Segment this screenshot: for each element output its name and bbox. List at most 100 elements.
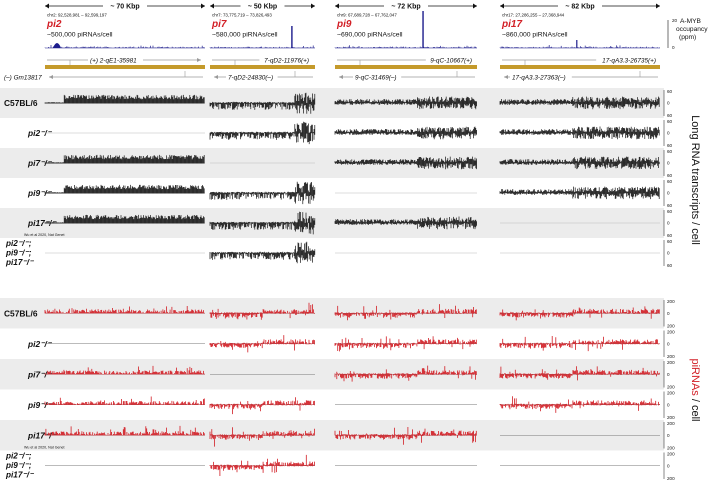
pirna-row: pi7⁻/⁻ (27, 365, 660, 382)
coverage-minus-strand (499, 103, 660, 110)
genotype-label: pi2⁻/⁻ (27, 128, 53, 138)
coverage-plus-strand (334, 156, 477, 163)
chip-peak (53, 43, 61, 48)
row-axis: 60 0 60 (663, 149, 673, 178)
axis-tick-mid: 0 (667, 433, 670, 438)
axis-tick-top: 200 (667, 330, 675, 335)
coverage-minus-strand (44, 223, 205, 224)
gene-label-plus: 9-qC-10667(+) (430, 58, 472, 65)
axis-tick-top: 60 (667, 149, 673, 154)
gene-label-plus: (+) 2-qE1-35981 (90, 58, 137, 65)
coverage-minus-strand (209, 435, 315, 447)
axis-tick-top: 200 (667, 391, 675, 396)
coverage-plus-strand (209, 454, 315, 466)
genotype-label: pi17⁻/⁻ (5, 471, 35, 480)
gene-annotation-pi17: 17-qA3.3-26735(+) 17-qA3.3-27363(–) (500, 55, 660, 82)
locus-name: pi7 (211, 19, 227, 30)
rna-row: pi7⁻/⁻ (27, 154, 660, 170)
gene-label-plus: 17-qA3.3-26735(+) (602, 58, 656, 65)
pirna-row: pi2⁻/⁻;pi9⁻/⁻;pi17⁻/⁻ (5, 452, 660, 480)
locus-coords: chr2: 92,528,981 – 92,599,197 (47, 13, 107, 18)
span-arrow-left-icon (45, 3, 49, 9)
pirna-row: C57BL/6 (4, 302, 660, 321)
row-axis: 60 0 60 (663, 89, 673, 118)
chip-signal (44, 45, 205, 48)
genotype-label: pi9⁻/⁻ (27, 400, 53, 410)
span-arrow-left-icon (500, 3, 504, 9)
gene-bar (500, 65, 660, 69)
row-shading (0, 88, 664, 451)
coverage-minus-strand (334, 343, 477, 352)
citation-note: Wu et al 2020, Nat Genet (24, 233, 65, 237)
locus-pirna-count: ~500,000 piRNAs/cell (47, 32, 113, 39)
coverage-plus-strand (44, 306, 205, 314)
axis-tick-bottom: 60 (667, 113, 673, 118)
axis-tick-top: 200 (667, 452, 675, 457)
amyb-tick-top: 20 (672, 18, 678, 23)
coverage-minus-strand (334, 163, 477, 170)
row-axis: 200 0 200 (663, 360, 675, 390)
span-arrow-right-icon (656, 3, 660, 9)
rna-row: pi17⁻/⁻ Wu et al 2020, Nat Genet (24, 211, 660, 237)
locus-header-pi7: ~ 50 Kbp chr7: 73,775,719 – 73,826,493pi7… (209, 0, 315, 49)
coverage-minus-strand (334, 223, 477, 230)
gene-annotation-track: (+) 2-qE1-35981 (–) Gm13817 7-qD2-11976(+)… (4, 55, 660, 82)
label-bg (425, 55, 474, 64)
coverage-plus-strand (44, 154, 205, 163)
arrow-left-icon (504, 75, 508, 79)
coverage-minus-strand (209, 465, 315, 477)
coverage-minus-strand (499, 313, 660, 321)
coverage-plus-strand (44, 396, 205, 405)
axis-tick-top: 200 (667, 421, 675, 426)
coverage-minus-strand (499, 163, 660, 170)
span-arrow-left-icon (335, 3, 339, 9)
row-axis: 60 0 60 (663, 179, 673, 208)
coverage-minus-strand (209, 133, 316, 145)
coverage-minus-strand (499, 404, 660, 413)
genotype-label: pi7⁻/⁻ (27, 158, 53, 168)
coverage-plus-strand (334, 336, 477, 344)
gene-label-minus: 7-qD2-24830(–) (228, 75, 273, 82)
coverage-minus-strand (334, 435, 477, 445)
axis-tick-top: 200 (667, 299, 675, 304)
rna-row: pi9⁻/⁻ (27, 181, 660, 205)
coverage-plus-strand (334, 216, 477, 223)
gene-bar (45, 65, 205, 69)
gene-label-minus: 17-qA3.3-27363(–) (512, 75, 566, 82)
amyb-label-2: occupancy (676, 26, 708, 33)
axis-tick-bottom: 200 (667, 385, 675, 390)
label-bg (259, 55, 311, 64)
axis-tick-bottom: 60 (667, 233, 673, 238)
row-axis: 60 0 60 (663, 209, 673, 238)
axis-tick-bottom: 60 (667, 203, 673, 208)
genotype-label: C57BL/6 (4, 308, 38, 318)
coverage-minus-strand (209, 404, 315, 415)
locus-coords: chr9: 67,689,728 – 67,762,047 (337, 13, 397, 18)
locus-name: pi2 (46, 19, 62, 30)
coverage-minus-strand (334, 133, 477, 140)
coverage-plus-strand (44, 214, 205, 223)
label-bg (596, 55, 658, 64)
gene-label-minus: (–) Gm13817 (4, 75, 42, 82)
coverage-plus-strand (44, 94, 205, 103)
long-rna-panel: C57BL/6 pi2⁻/⁻ pi7⁻/⁻ pi9⁻/⁻ pi17⁻/⁻ Wu et al… (4, 92, 660, 267)
locus-coords: chr7: 73,775,719 – 73,826,493 (212, 13, 272, 18)
span-arrow-right-icon (473, 3, 477, 9)
coverage-minus-strand (209, 313, 315, 320)
span-label: ~ 70 Kbp (110, 4, 139, 11)
axis-tick-top: 60 (667, 239, 673, 244)
locus-header-pi9: ~ 72 Kbp chr9: 67,689,728 – 67,762,047pi9… (334, 0, 477, 49)
gene-annotation-pi2: (+) 2-qE1-35981 (–) Gm13817 (4, 55, 205, 82)
axis-tick-mid: 0 (667, 101, 670, 106)
axis-tick-mid: 0 (667, 221, 670, 226)
genotype-label: pi9⁻/⁻ (27, 188, 53, 198)
amyb-label-3: (ppm) (679, 34, 696, 41)
span-label-bg (240, 0, 285, 10)
rna-row: pi2⁻/⁻ (27, 121, 660, 145)
axis-tick-mid: 0 (667, 131, 670, 136)
gene-label-plus: 7-qD2-11976(+) (264, 58, 309, 65)
